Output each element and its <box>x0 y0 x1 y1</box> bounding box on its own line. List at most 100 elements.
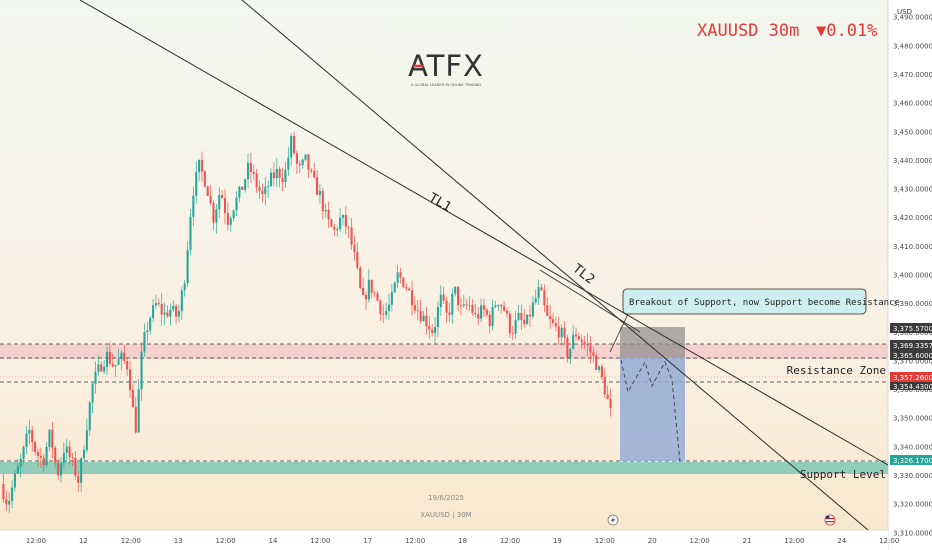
candle-body <box>2 484 5 500</box>
candle-body <box>451 293 454 315</box>
candle-body <box>347 226 350 228</box>
time-axis: 12:00 12 12:00 13 12:00 14 12:00 17 12:00 18 12:00… <box>26 537 899 545</box>
candle-body <box>267 186 270 187</box>
candle-body <box>491 307 494 326</box>
y-tick-label: 3,480.0000 <box>893 42 932 50</box>
candle-body <box>160 303 163 315</box>
candle-body <box>376 293 379 301</box>
candle-body <box>382 313 385 315</box>
candle-body <box>344 215 347 227</box>
candle-body <box>402 277 405 288</box>
y-tick-label: 3,350.0000 <box>893 415 932 423</box>
projection-box <box>620 357 685 461</box>
y-tick-label: 3,400.0000 <box>893 272 932 280</box>
watermark-symbol: XAUUSD | 30M <box>420 511 471 519</box>
candle-body <box>137 389 140 433</box>
resistance-zone-band <box>0 344 888 359</box>
y-tick-label: 3,330.0000 <box>893 472 932 480</box>
candle-body <box>232 210 235 219</box>
candle-body <box>180 290 183 312</box>
candle-body <box>554 323 557 327</box>
candle-body <box>45 447 48 466</box>
candle-body <box>275 168 278 179</box>
candle-body <box>572 334 575 349</box>
x-tick-label: 19 <box>553 537 562 545</box>
candle-body <box>123 352 126 361</box>
candle-body <box>595 355 598 370</box>
candle-body <box>223 197 227 214</box>
x-tick-label: 18 <box>458 537 467 545</box>
candle-body <box>175 305 178 317</box>
candle-body <box>474 312 477 315</box>
candle-body <box>31 429 34 443</box>
candle-body <box>298 163 301 166</box>
candle-body <box>200 159 204 172</box>
candle-body <box>120 352 123 360</box>
candle-body <box>255 173 258 187</box>
us-flag-icon[interactable] <box>824 514 836 526</box>
currency-label: USD <box>897 8 912 16</box>
candle-body <box>129 369 132 390</box>
candle-body <box>353 244 356 253</box>
candle-body <box>520 312 523 320</box>
candle-body <box>39 455 42 458</box>
support-band <box>0 462 888 474</box>
candle-body <box>103 366 106 372</box>
x-tick-label: 17 <box>363 537 372 545</box>
candle-body <box>422 315 425 322</box>
price-tag-current-text: 3,357.2600 <box>893 374 932 382</box>
candle-body <box>108 351 111 364</box>
candle-body <box>126 360 129 370</box>
candle-body <box>589 345 592 353</box>
candle-body <box>387 304 391 311</box>
candle-body <box>157 303 160 305</box>
candle-body <box>177 311 180 317</box>
price-tag-zone-top-bg <box>890 340 932 350</box>
candle-body <box>462 304 465 306</box>
candle-body <box>336 228 339 230</box>
candle-body <box>537 287 540 299</box>
candle-body <box>34 442 37 452</box>
candle-body <box>603 377 606 395</box>
y-tick-label: 3,360.0000 <box>893 386 932 394</box>
candle-body <box>468 304 471 306</box>
candle-body <box>534 298 537 303</box>
candle-body <box>80 458 83 483</box>
y-tick-label: 3,320.0000 <box>893 501 932 509</box>
candle-body <box>57 462 60 476</box>
candle-body <box>65 446 68 453</box>
y-tick-label: 3,440.0000 <box>893 157 932 165</box>
us-flag-icon-canton <box>826 516 830 519</box>
candle-body <box>189 216 192 250</box>
candle-body <box>330 219 333 227</box>
x-tick-label: 14 <box>269 537 278 545</box>
candle-body <box>19 458 22 467</box>
candle-body <box>269 172 273 187</box>
candle-body <box>574 334 578 337</box>
candle-body <box>62 452 65 464</box>
candle-body <box>373 292 376 294</box>
candle-body <box>551 319 555 324</box>
support-level-label: Support Level <box>800 468 886 481</box>
candle-body <box>494 305 497 308</box>
x-tick-label: 12:00 <box>595 537 615 545</box>
candle-body <box>166 312 169 317</box>
candle-body <box>566 337 569 358</box>
candle-body <box>600 366 603 378</box>
lightning-icon[interactable] <box>607 514 619 526</box>
candle-body <box>183 283 186 291</box>
price-tag-upper-text: 3,375.5700 <box>893 325 932 333</box>
candle-body <box>431 329 434 334</box>
candle-body <box>48 429 51 448</box>
candle-body <box>477 314 480 319</box>
y-tick-label: 3,420.0000 <box>893 214 932 222</box>
candle-body <box>301 159 304 166</box>
candle-body <box>436 307 439 328</box>
candle-body <box>149 318 152 331</box>
candle-body <box>503 306 506 311</box>
candle-body <box>85 430 88 451</box>
price-tag-lower: 3,354.4300 <box>890 382 932 391</box>
candle-body <box>419 311 422 322</box>
candle-body <box>569 348 572 358</box>
candle-body <box>134 407 137 433</box>
